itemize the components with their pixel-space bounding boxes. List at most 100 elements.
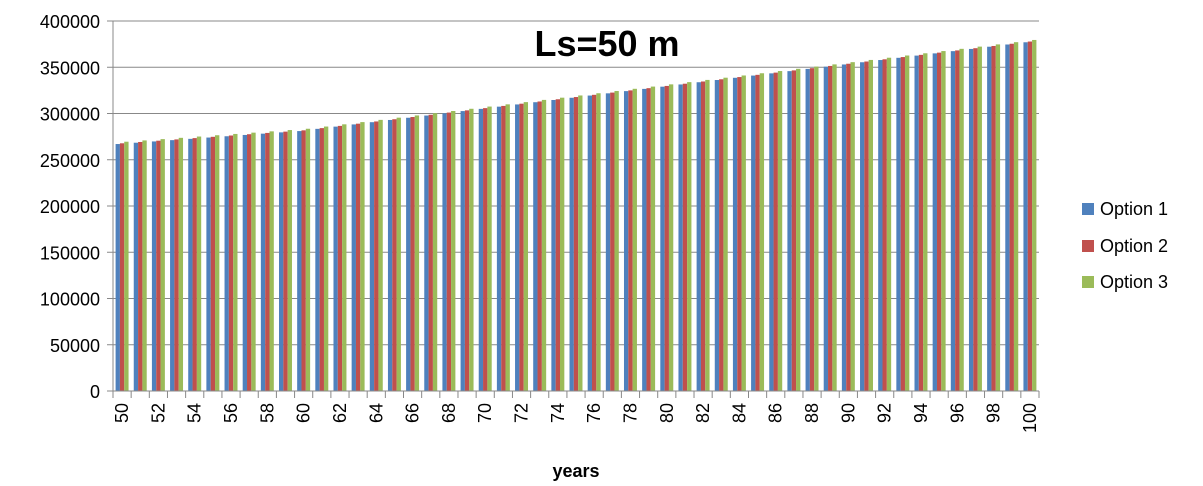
x-tick-label: 82 [693,403,713,423]
x-tick-label: 90 [838,403,858,423]
series-1 [115,42,1028,392]
bar [496,106,502,391]
bar [1013,42,1019,392]
bar [392,119,397,392]
bar [882,59,887,392]
x-tick-label: 62 [330,403,350,423]
bar [809,68,815,392]
legend-label-option-3: Option 3 [1100,272,1168,292]
bar [342,124,347,391]
x-tick-label: 52 [148,403,168,423]
bar [664,85,669,391]
y-tick-label: 50000 [50,336,100,356]
bar [623,91,629,392]
bar [424,115,429,391]
bar [632,88,637,392]
bar [323,126,329,391]
bar [732,77,738,392]
x-tick-label: 74 [548,403,568,423]
bar [333,126,338,391]
x-tick-label: 96 [947,403,967,423]
x-tick-label: 64 [366,403,386,423]
bar [1027,41,1033,391]
bar [560,97,565,392]
bar [287,130,292,391]
bar [900,57,905,391]
bar [133,142,139,391]
x-tick-label: 70 [475,403,495,423]
bar [460,111,465,391]
bar [682,83,688,391]
bar [487,106,492,391]
bar [233,133,238,391]
bar [142,140,147,391]
bar [614,91,619,392]
legend-swatch-option-1 [1082,203,1094,215]
bar [678,84,683,391]
bar [396,117,401,391]
bar [950,51,956,391]
bar [610,92,615,391]
series-3 [124,39,1037,392]
bar [414,115,420,391]
bar [769,73,774,391]
x-tick-label: 60 [294,403,314,423]
bar [351,124,356,391]
x-tick-label: 92 [875,403,895,423]
bar [337,125,343,392]
bar [523,102,529,391]
bar [387,119,393,391]
bar [369,122,375,391]
bar [777,71,783,391]
bars-group [115,39,1037,392]
bar [406,117,411,391]
bar [124,141,129,391]
bar [315,128,320,392]
bar [533,102,538,391]
bar [569,97,574,392]
bar [959,48,964,391]
y-tick-label: 400000 [40,12,100,32]
bar [501,105,506,391]
bar [650,86,656,392]
bar [410,117,415,391]
bar [555,99,561,391]
bar [878,60,883,391]
x-tick-label: 98 [984,403,1004,423]
bar [642,88,647,392]
bar [537,101,542,391]
x-axis-title: years [552,461,599,481]
bar [723,77,728,391]
y-tick-labels: 0 50000 100000 150000 200000 250000 300000 3500… [40,12,100,402]
bar [251,132,256,391]
legend: Option 1 Option 2 Option 3 [1082,199,1168,292]
x-tick-label: 86 [766,403,786,423]
bar [541,99,547,391]
bar [242,134,248,391]
bar [578,95,583,392]
bar [1032,39,1037,392]
bar [573,97,579,391]
bar [628,90,633,391]
bar [260,133,266,392]
bar [918,54,924,391]
bar [269,131,274,392]
bar [478,108,484,391]
bar [196,136,202,391]
bar [283,131,288,391]
bar [751,75,756,391]
bar [319,128,324,392]
legend-swatch-option-2 [1082,240,1094,252]
bar [646,88,651,391]
bar [378,119,383,391]
bar [741,75,746,392]
bar [805,68,810,391]
bar [823,66,829,391]
bar [995,44,1001,392]
bar [719,79,724,392]
bar [587,95,592,392]
bar [696,82,701,392]
bar [432,113,438,391]
bar [968,48,974,392]
x-tick-label: 88 [802,403,822,423]
